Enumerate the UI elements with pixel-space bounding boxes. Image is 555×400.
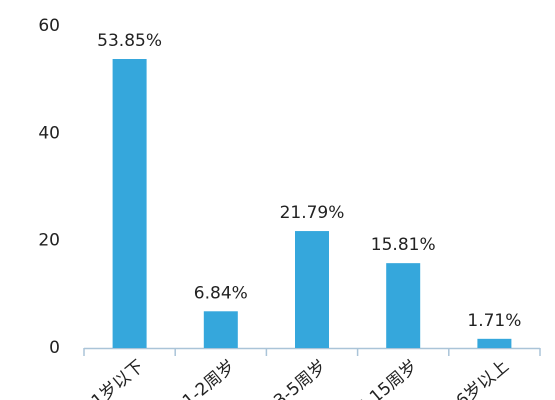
y-tick-label: 20 (38, 231, 60, 251)
x-tick-label: 6-15周岁 (353, 356, 421, 400)
bar (112, 59, 147, 348)
x-tick-label: 3-5周岁 (270, 356, 330, 400)
y-tick-label: 0 (49, 338, 60, 358)
bar (477, 338, 512, 348)
x-tick-label: 1-2周岁 (179, 356, 239, 400)
value-label: 15.81% (371, 235, 436, 255)
x-tick-label: 1岁以下 (88, 356, 148, 400)
value-label: 53.85% (97, 31, 162, 51)
bar (386, 263, 421, 348)
x-tick-label: 16岁以上 (444, 356, 513, 400)
bar (203, 311, 238, 348)
value-label: 21.79% (280, 203, 345, 223)
value-label: 1.71% (467, 311, 521, 331)
value-label: 6.84% (194, 283, 248, 303)
bar (295, 231, 329, 348)
y-tick-label: 60 (38, 16, 60, 36)
y-tick-label: 40 (38, 123, 60, 143)
